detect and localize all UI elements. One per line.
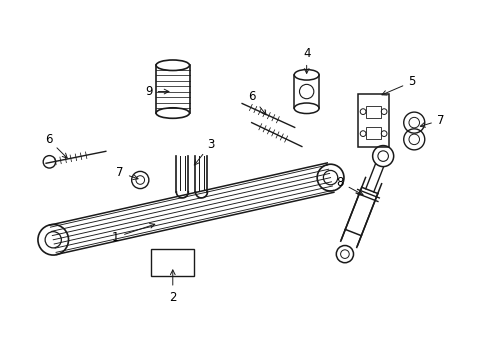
- Bar: [151, 249, 194, 276]
- Text: 2: 2: [169, 270, 176, 303]
- Bar: [358, 94, 388, 147]
- Text: 3: 3: [194, 138, 214, 165]
- Bar: [366, 106, 380, 118]
- Text: 7: 7: [116, 166, 138, 180]
- Text: 6: 6: [247, 90, 265, 115]
- Text: 9: 9: [145, 85, 168, 98]
- Text: 8: 8: [336, 176, 362, 195]
- Text: 6: 6: [44, 133, 67, 158]
- Bar: [366, 127, 380, 139]
- Text: 1: 1: [111, 224, 154, 244]
- Text: 5: 5: [381, 76, 415, 95]
- Text: 4: 4: [302, 47, 310, 73]
- Text: 7: 7: [420, 114, 444, 127]
